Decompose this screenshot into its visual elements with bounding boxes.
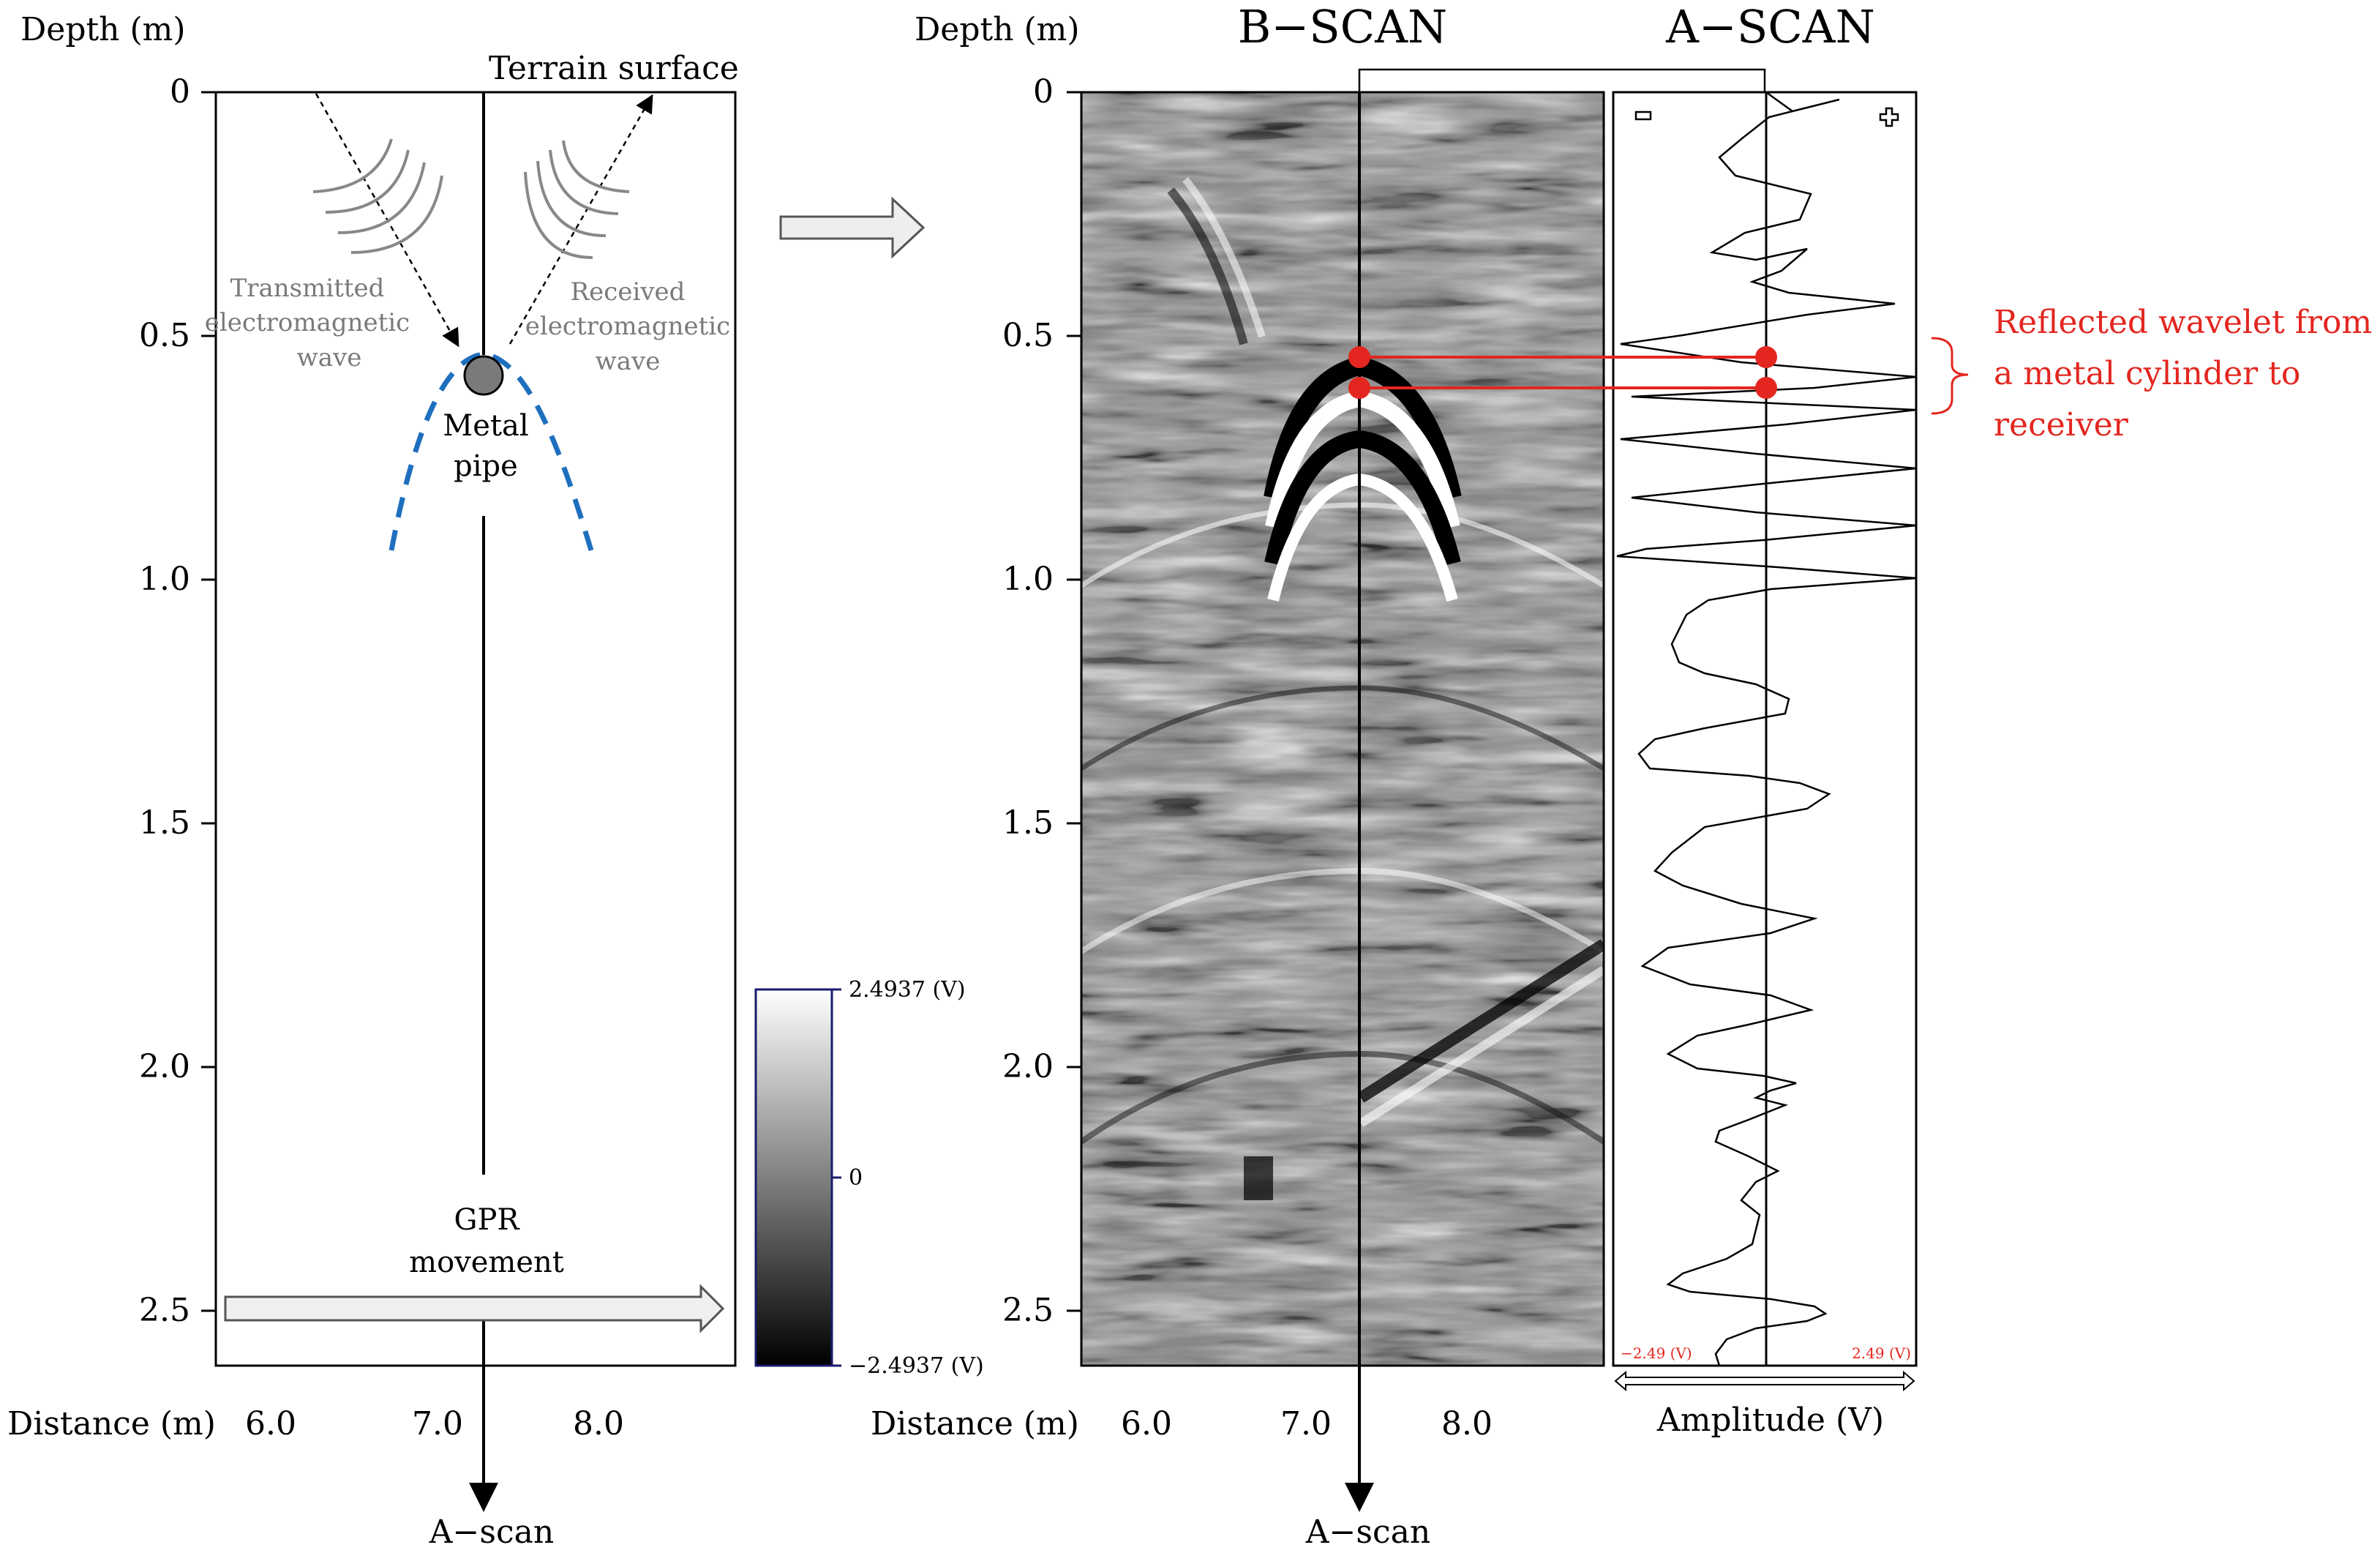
left-distance-axis-label: Distance (m) (7, 1405, 216, 1442)
svg-text:Transmitted: Transmitted (230, 274, 385, 303)
svg-text:movement: movement (409, 1246, 564, 1279)
svg-text:receiver: receiver (1994, 406, 2129, 444)
left-panel: Depth (m) 0 0.5 1.0 1.5 2.0 2.5 Distance… (7, 11, 739, 1551)
left-distance-tick-8: 8.0 (573, 1405, 624, 1442)
ascan-title: A−SCAN (1665, 0, 1875, 53)
left-depth-axis-label: Depth (m) (20, 11, 186, 48)
svg-text:a metal cylinder to: a metal cylinder to (1994, 355, 2300, 392)
svg-text:electromagnetic: electromagnetic (525, 312, 730, 341)
right-depth-tick-1.0: 1.0 (1002, 561, 1054, 598)
transmitted-ray-arrow (315, 93, 459, 348)
marker-dot-ascan-bottom (1755, 377, 1777, 399)
right-distance-axis-label: Distance (m) (871, 1405, 1079, 1442)
terrain-surface-label: Terrain surface (489, 50, 739, 87)
svg-text:pipe: pipe (454, 449, 518, 483)
svg-text:wave: wave (297, 343, 362, 373)
marker-dot-bscan-top (1348, 346, 1370, 368)
right-depth-axis-label: Depth (m) (915, 11, 1080, 48)
left-depth-tick-2.0: 2.0 (139, 1048, 190, 1085)
ascan-amp-min-label: −2.49 (V) (1621, 1344, 1692, 1362)
bscan-frame (1080, 91, 1605, 1367)
transmitted-wavefront-icon (312, 138, 443, 254)
ascan-waveform (1616, 91, 1917, 1366)
svg-text:Received: Received (571, 277, 686, 307)
colorbar: 2.4937 (V) 0 −2.4937 (V) (754, 977, 984, 1379)
right-distance-tick-6: 6.0 (1121, 1405, 1172, 1442)
colorbar-gradient (754, 988, 833, 1367)
right-depth-tick-0.5: 0.5 (1002, 317, 1054, 354)
colorbar-max-label: 2.4937 (V) (849, 977, 966, 1003)
reflected-wavelet-markers (1348, 346, 1777, 399)
left-distance-tick-7: 7.0 (412, 1405, 463, 1442)
left-depth-tick-1.5: 1.5 (139, 804, 190, 842)
svg-text:Reflected wavelet from: Reflected wavelet from (1994, 304, 2372, 341)
transition-arrow-icon (779, 196, 926, 259)
marker-dot-bscan-bottom (1348, 377, 1370, 399)
right-distance-tick-8: 8.0 (1441, 1405, 1493, 1442)
left-depth-ticks: 0 0.5 1.0 1.5 2.0 2.5 (139, 73, 216, 1329)
left-depth-tick-1.0: 1.0 (139, 561, 190, 598)
marker-dot-ascan-top (1755, 346, 1777, 368)
metal-pipe-icon (463, 355, 504, 396)
ascan-plus-icon (1879, 107, 1899, 127)
gpr-movement-label: GPR movement (409, 1203, 564, 1279)
metal-pipe-label: Metal pipe (443, 409, 528, 483)
left-distance-ticks: 6.0 7.0 8.0 (245, 1405, 624, 1442)
ascan-frame (1612, 91, 1918, 1367)
left-distance-tick-6: 6.0 (245, 1405, 296, 1442)
bscan-radargram (1081, 92, 1604, 1366)
right-panel: Depth (m) B−SCAN A−SCAN 0 0.5 1.0 1.5 2.… (871, 0, 2372, 1551)
colorbar-mid-label: 0 (849, 1165, 863, 1191)
svg-text:electromagnetic: electromagnetic (205, 308, 410, 337)
right-depth-tick-1.5: 1.5 (1002, 804, 1054, 842)
right-depth-tick-0: 0 (1033, 73, 1054, 111)
svg-text:GPR: GPR (454, 1203, 521, 1237)
left-plot-frame (214, 91, 737, 1367)
annotation-brace (1931, 337, 1969, 415)
right-depth-tick-2.5: 2.5 (1002, 1292, 1054, 1329)
title-bracket (1358, 68, 1766, 92)
left-depth-tick-2.5: 2.5 (139, 1292, 190, 1329)
received-wave-label: Received electromagnetic wave (525, 277, 730, 376)
received-ray-arrow (508, 94, 653, 345)
amplitude-double-arrow-icon (1614, 1370, 1915, 1392)
amplitude-axis-label: Amplitude (V) (1656, 1402, 1884, 1439)
gpr-movement-arrow-icon (224, 1284, 725, 1333)
bscan-title: B−SCAN (1238, 0, 1447, 53)
ascan-amp-max-label: 2.49 (V) (1852, 1344, 1911, 1362)
svg-text:wave: wave (596, 347, 661, 376)
right-depth-ticks: 0 0.5 1.0 1.5 2.0 2.5 (1002, 73, 1081, 1329)
ascan-minus-icon (1634, 111, 1652, 121)
right-distance-ticks: 6.0 7.0 8.0 (1121, 1405, 1493, 1442)
left-ascan-label: A−scan (429, 1513, 554, 1551)
transmitted-wave-label: Transmitted electromagnetic wave (205, 274, 410, 373)
left-depth-tick-0: 0 (170, 73, 190, 111)
received-wavefront-icon (524, 140, 630, 259)
right-depth-tick-2.0: 2.0 (1002, 1048, 1054, 1085)
right-distance-tick-7: 7.0 (1280, 1405, 1332, 1442)
svg-text:Metal: Metal (443, 409, 528, 443)
right-ascan-label: A−scan (1305, 1513, 1430, 1551)
colorbar-min-label: −2.4937 (V) (849, 1353, 984, 1379)
annotation-text: Reflected wavelet from a metal cylinder … (1994, 304, 2372, 444)
left-depth-tick-0.5: 0.5 (139, 317, 190, 354)
